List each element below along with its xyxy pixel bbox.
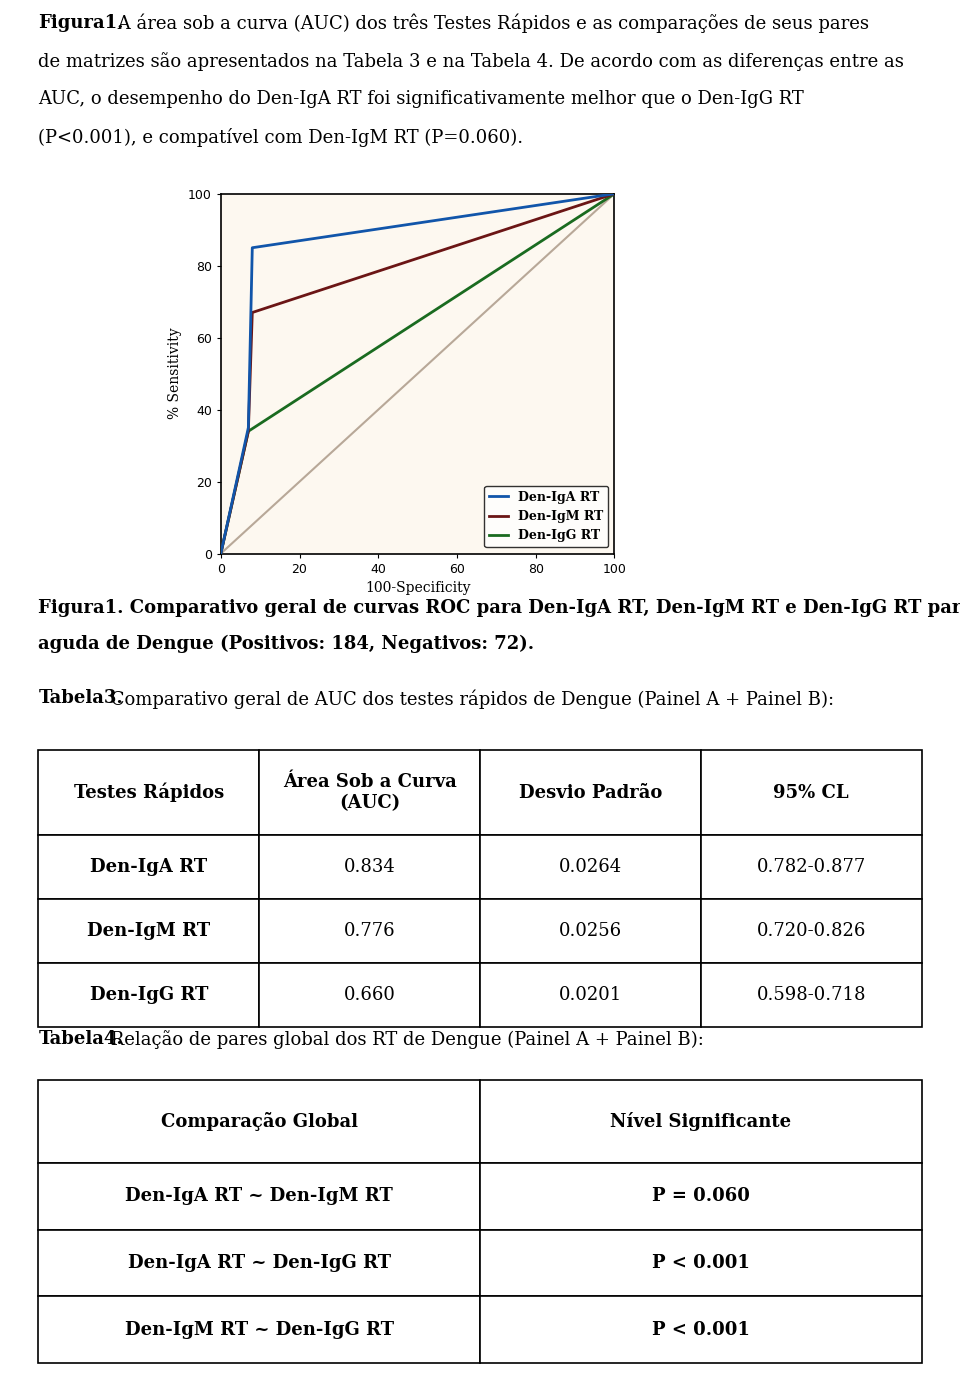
Legend: Den-IgA RT, Den-IgM RT, Den-IgG RT: Den-IgA RT, Den-IgM RT, Den-IgG RT — [484, 486, 608, 547]
Text: A área sob a curva (AUC) dos três Testes Rápidos e as comparações de seus pares: A área sob a curva (AUC) dos três Testes… — [111, 14, 869, 33]
Text: Comparativo geral de AUC dos testes rápidos de Dengue (Painel A + Painel B):: Comparativo geral de AUC dos testes rápi… — [105, 689, 834, 709]
Text: Figura1. Comparativo geral de curvas ROC para Den-IgA RT, Den-IgM RT e Den-IgG R: Figura1. Comparativo geral de curvas ROC… — [38, 598, 960, 617]
Text: AUC, o desempenho do Den-IgA RT foi significativamente melhor que o Den-IgG RT: AUC, o desempenho do Den-IgA RT foi sign… — [38, 90, 804, 108]
Y-axis label: % Sensitivity: % Sensitivity — [168, 328, 182, 419]
Text: Relação de pares global dos RT de Dengue (Painel A + Painel B):: Relação de pares global dos RT de Dengue… — [105, 1030, 704, 1049]
Text: Figura1.: Figura1. — [38, 14, 124, 32]
Text: Tabela3.: Tabela3. — [38, 689, 123, 707]
X-axis label: 100-Specificity: 100-Specificity — [365, 581, 470, 595]
Text: (P<0.001), e compatível com Den-IgM RT (P=0.060).: (P<0.001), e compatível com Den-IgM RT (… — [38, 129, 523, 147]
Text: de matrizes são apresentados na Tabela 3 e na Tabela 4. De acordo com as diferen: de matrizes são apresentados na Tabela 3… — [38, 51, 904, 71]
Text: Tabela4.: Tabela4. — [38, 1030, 123, 1048]
Text: aguda de Dengue (Positivos: 184, Negativos: 72).: aguda de Dengue (Positivos: 184, Negativ… — [38, 634, 535, 653]
